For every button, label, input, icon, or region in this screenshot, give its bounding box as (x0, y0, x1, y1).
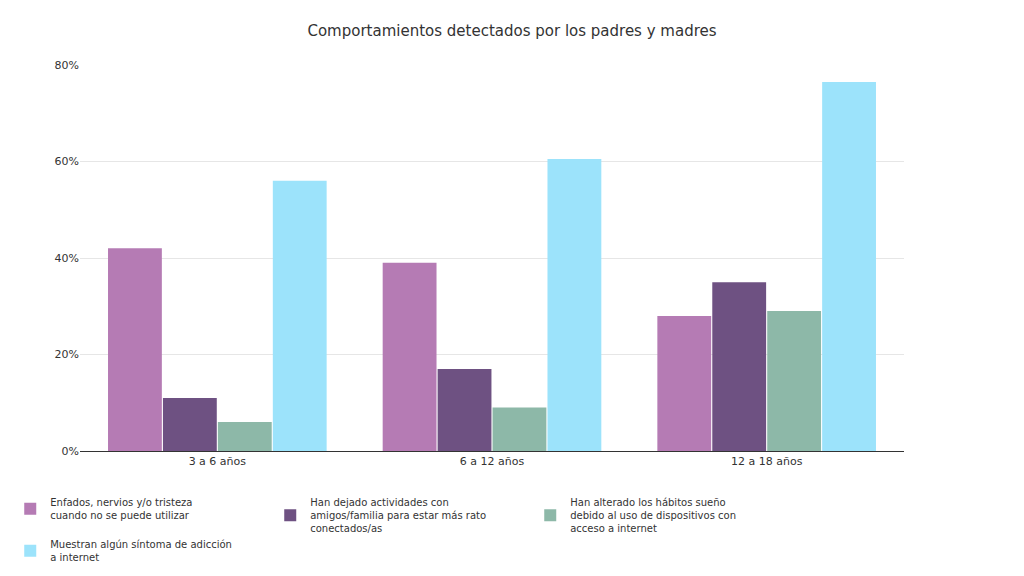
svg-text:Han dejado actividades conamig: Han dejado actividades conamigos/familia… (310, 497, 486, 534)
svg-text:40%: 40% (55, 252, 79, 265)
svg-text:Comportamientos detectados por: Comportamientos detectados por los padre… (307, 22, 716, 40)
svg-text:60%: 60% (55, 155, 79, 168)
svg-text:0%: 0% (62, 445, 79, 458)
svg-text:6 a 12 años: 6 a 12 años (460, 455, 525, 468)
svg-text:Muestran algún síntoma de adic: Muestran algún síntoma de adiccióna inte… (50, 539, 232, 563)
svg-text:Enfados, nervios y/o tristezac: Enfados, nervios y/o tristezacuando no s… (50, 497, 192, 521)
svg-text:Han alterado los hábitos sueño: Han alterado los hábitos sueñodebido al … (570, 497, 736, 534)
svg-text:12 a 18 años: 12 a 18 años (731, 455, 803, 468)
svg-text:80%: 80% (55, 59, 79, 72)
svg-text:3 a 6 años: 3 a 6 años (189, 455, 247, 468)
svg-text:20%: 20% (55, 348, 79, 361)
